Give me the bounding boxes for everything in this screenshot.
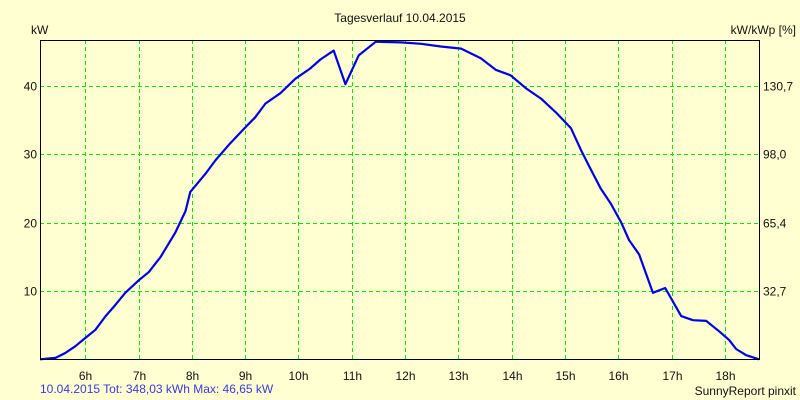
x-tick-label: 17h: [662, 369, 682, 383]
plot-frame: [40, 40, 760, 360]
y-tick-label-right: 130,7: [763, 80, 793, 94]
y-tick-label-right: 65,4: [763, 217, 787, 231]
credit-label: SunnyReport pinxit: [694, 384, 796, 398]
x-tick-label: 10h: [288, 369, 308, 383]
y-tick-label-right: 32,7: [763, 285, 787, 299]
x-tick-label: 6h: [79, 369, 92, 383]
x-tick-label: 7h: [133, 369, 146, 383]
x-tick-label: 13h: [448, 369, 468, 383]
y-tick-label-right: 98,0: [763, 148, 787, 162]
x-tick-label: 8h: [186, 369, 199, 383]
daily-summary: 10.04.2015 Tot: 348,03 kWh Max: 46,65 kW: [40, 382, 274, 396]
x-tick-label: 18h: [715, 369, 735, 383]
x-tick-label: 9h: [239, 369, 252, 383]
x-tick-label: 12h: [395, 369, 415, 383]
y-tick-label-left: 20: [24, 217, 38, 231]
y-axis-left-unit: kW: [31, 23, 49, 37]
power-curve: [39, 40, 760, 361]
x-tick-label: 14h: [502, 369, 522, 383]
y-tick-label-left: 10: [24, 285, 38, 299]
grid-lines: [40, 40, 759, 360]
x-tick-label: 16h: [608, 369, 628, 383]
y-tick-label-left: 40: [24, 80, 38, 94]
x-tick-label: 11h: [343, 369, 362, 383]
y-axis-right-unit: kW/kWp [%]: [730, 23, 796, 37]
axis-ticks: 6h 7h 8h 9h 10h 11h 12h 13h 14h 15h 16h 17h 18h 10 32,…: [24, 80, 794, 384]
x-tick-label: 15h: [555, 369, 575, 383]
chart-title: Tagesverlauf 10.04.2015: [334, 11, 466, 25]
y-tick-label-left: 30: [24, 148, 38, 162]
